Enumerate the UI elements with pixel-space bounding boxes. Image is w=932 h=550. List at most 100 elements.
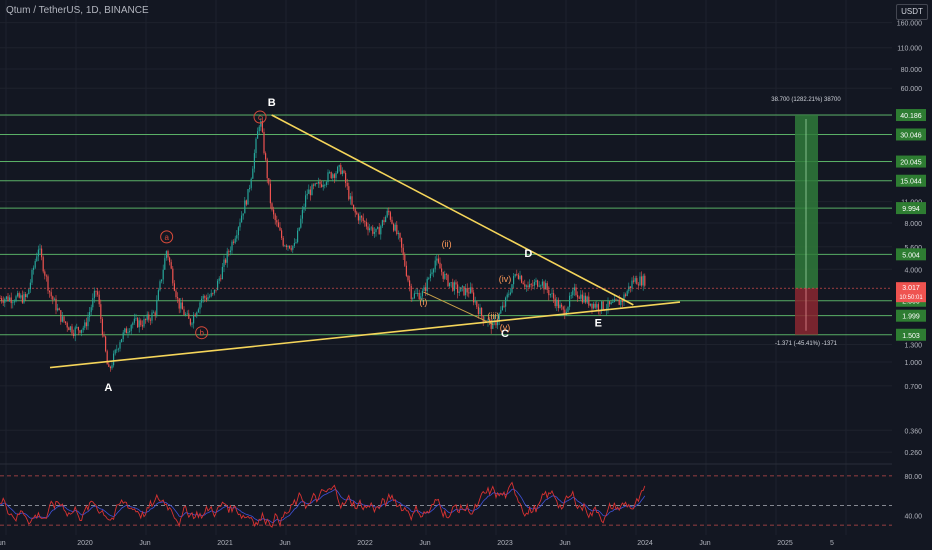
candle-body <box>505 297 507 307</box>
candle-body <box>541 281 543 286</box>
candle-body <box>183 309 185 315</box>
candle-body <box>122 332 124 340</box>
candle-body <box>140 320 142 326</box>
candle-body <box>284 245 286 247</box>
candle-body <box>621 300 623 302</box>
candle-body <box>495 320 497 326</box>
candle-body <box>55 298 57 311</box>
candle-body <box>247 189 249 205</box>
candle-body <box>90 307 92 312</box>
candle-body <box>159 281 161 291</box>
candle-body <box>412 298 414 299</box>
candle-body <box>0 298 1 299</box>
candle-body <box>450 282 452 284</box>
candle-body <box>249 187 251 190</box>
time-axis[interactable]: 2020 Jun 2021 Jun 2022 Jun 2023 Jun 2024 Jun 2025 5… <box>0 536 892 550</box>
time-axis-background <box>0 536 892 550</box>
candle-body <box>393 223 395 231</box>
candle-body <box>220 278 222 280</box>
candle-body <box>173 283 175 291</box>
candle-body <box>313 184 315 186</box>
candle-body <box>89 311 91 317</box>
trendline-support <box>49 301 681 369</box>
candle-body <box>58 308 60 311</box>
candle-body <box>199 302 201 310</box>
candle-body <box>423 287 425 291</box>
candle-body <box>202 295 204 299</box>
candle-body <box>391 219 393 224</box>
candle-body <box>546 283 548 290</box>
candle-body <box>338 165 340 167</box>
candle-body <box>105 336 107 352</box>
candle-body <box>79 330 81 333</box>
candle-body <box>71 326 73 334</box>
candle-body <box>524 284 526 287</box>
candle-body <box>335 173 337 178</box>
candle-body <box>453 282 455 291</box>
candle-body <box>386 210 388 217</box>
candle-body <box>508 294 510 296</box>
candle-body <box>377 227 379 229</box>
candle-body <box>162 269 164 280</box>
candle-body <box>68 327 70 331</box>
candle-body <box>589 303 591 306</box>
candle-body <box>639 276 641 286</box>
candle-body <box>103 334 105 337</box>
candle-body <box>535 280 537 283</box>
candle-body <box>458 291 460 293</box>
candle-body <box>271 203 273 210</box>
candle-body <box>500 310 502 314</box>
candle-body <box>465 287 467 296</box>
candle-body <box>289 245 291 249</box>
candle-body <box>405 265 407 276</box>
wave-label-c: c <box>258 113 262 122</box>
candle-body <box>217 280 219 291</box>
candle-body <box>266 159 268 179</box>
candle-body <box>578 297 580 299</box>
candle-body <box>300 218 302 228</box>
price-tick-label: 1.300 <box>904 342 922 349</box>
candle-body <box>169 257 171 263</box>
candle-body <box>348 186 350 200</box>
candle-body <box>116 349 118 351</box>
candle-body <box>149 319 151 321</box>
candle-body <box>237 227 239 236</box>
price-tick-label: 160.000 <box>897 21 922 28</box>
level-badge <box>896 109 926 122</box>
candle-body <box>65 321 67 324</box>
currency-button[interactable]: USDT <box>896 4 928 20</box>
candle-body <box>279 227 281 231</box>
candle-body <box>137 318 139 328</box>
candle-body <box>629 286 631 288</box>
candle-body <box>330 172 332 179</box>
candle-body <box>93 290 95 299</box>
candle-body <box>7 296 9 302</box>
candle-body <box>316 183 318 185</box>
candle-body <box>229 250 231 253</box>
candle-body <box>551 293 553 295</box>
wave-label-a: a <box>164 233 169 242</box>
candle-body <box>319 181 321 185</box>
candle-body <box>529 284 531 288</box>
candle-body <box>109 366 111 369</box>
candle-body <box>239 222 241 228</box>
candle-body <box>277 222 279 228</box>
candle-body <box>617 299 619 301</box>
candle-body <box>76 327 78 328</box>
wave-label-(iii): (iii) <box>487 311 499 321</box>
candle-body <box>436 258 438 261</box>
candle-body <box>23 294 25 303</box>
candle-body <box>25 294 27 298</box>
candle-body <box>12 302 14 304</box>
candle-body <box>492 321 494 329</box>
candle-body <box>233 241 235 243</box>
candle-body <box>361 215 363 218</box>
candle-body <box>490 319 492 329</box>
level-badge <box>896 155 926 168</box>
candle-body <box>49 290 51 293</box>
candle-body <box>354 209 356 213</box>
candle-body <box>260 121 262 127</box>
